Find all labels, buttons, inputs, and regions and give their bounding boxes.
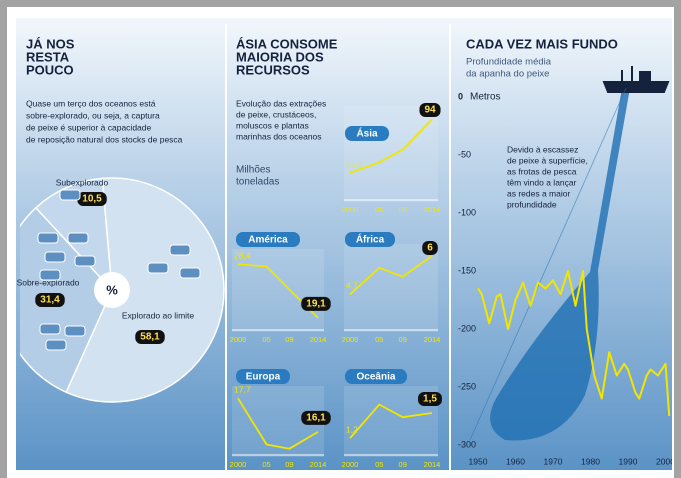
- value-label: 51,6: [346, 159, 363, 169]
- y-tick-label: 0: [458, 91, 463, 101]
- x-tick-label: 09: [285, 335, 293, 344]
- body: {"left_column":{"title":["JÁ NOS","RESTA…: [0, 0, 681, 478]
- y-tick-label: -300: [458, 439, 476, 449]
- annotation: as redes a maior: [507, 188, 570, 198]
- description: moluscos e plantas: [236, 120, 309, 130]
- x-tick-label: 2000: [230, 460, 247, 469]
- infographic: JÁ NOS RESTA POUCO Quase um terço dos oc…: [0, 0, 681, 478]
- fish-icon: [46, 340, 66, 350]
- description: marinhas dos oceanos: [236, 131, 322, 141]
- value-label: 58,1: [140, 332, 160, 343]
- fish-icon: [60, 190, 80, 200]
- x-tick-label: 1950: [469, 456, 488, 466]
- slice-label: Explorado ao limite: [122, 310, 195, 320]
- annotation: de peixe à superfície,: [507, 155, 588, 165]
- fish-icon: [40, 270, 60, 280]
- fish-icon: [40, 324, 60, 334]
- x-tick-label: 2000: [230, 335, 247, 344]
- x-tick-label: 05: [375, 335, 383, 344]
- y-tick-label: -200: [458, 323, 476, 333]
- description: de reposição natural dos stocks de pesca: [26, 134, 183, 144]
- x-tick-label: 09: [285, 460, 293, 469]
- fish-icon: [170, 245, 190, 255]
- fish-icon: [45, 252, 65, 262]
- x-tick-label: 05: [375, 205, 383, 214]
- x-tick-label: 1960: [506, 456, 525, 466]
- title: CADA VEZ MAIS FUNDO: [466, 36, 618, 51]
- fish-icon: [68, 233, 88, 243]
- x-tick-label: 05: [262, 335, 270, 344]
- subtitle: Profundidade média: [466, 57, 552, 68]
- x-tick-label: 1970: [544, 456, 563, 466]
- x-tick-label: 2000: [342, 335, 359, 344]
- fish-icon: [148, 263, 168, 273]
- x-tick-label: 2014: [310, 460, 327, 469]
- plot-bg: [344, 106, 438, 202]
- value-label: 1,2: [346, 424, 358, 434]
- description: de peixe, crustáceos,: [236, 109, 316, 119]
- slice-label: Subexplorado: [56, 177, 109, 187]
- x-tick-label: 2014: [424, 460, 441, 469]
- pie-center-label: %: [106, 282, 118, 297]
- value-label: 28,4: [234, 250, 251, 260]
- description: sobre-explorado, ou seja, a captura: [26, 110, 160, 120]
- panel-title: Ásia: [356, 127, 378, 140]
- panel-title: Europa: [246, 372, 281, 383]
- fish-icon: [75, 256, 95, 266]
- panel-title: Oceânia: [357, 372, 396, 383]
- page: Infographic html,body{margin:0;padding:0…: [0, 0, 681, 478]
- y-tick-label: -250: [458, 381, 476, 391]
- x-tick-label: 05: [375, 460, 383, 469]
- value-label: 10,5: [82, 194, 102, 205]
- y-tick-label: -150: [458, 265, 476, 275]
- fish-icon: [180, 268, 200, 278]
- x-tick-label: 1990: [619, 456, 638, 466]
- x-tick-label: 09: [399, 205, 407, 214]
- unit: toneladas: [236, 177, 279, 188]
- x-tick-label: 09: [399, 460, 407, 469]
- x-tick-label: 2014: [424, 335, 441, 344]
- value-label: 16,1: [306, 413, 326, 424]
- x-tick-label: 09: [399, 335, 407, 344]
- value-label: 31,4: [40, 295, 60, 306]
- y-axis-label: Metros: [470, 92, 501, 103]
- x-tick-label: 2000: [342, 460, 359, 469]
- title: RECURSOS: [236, 62, 310, 77]
- annotation: profundidade: [507, 199, 557, 209]
- value-label: 4,7: [346, 281, 358, 291]
- value-label: 17,7: [234, 385, 251, 395]
- annotation: Devido à escassez: [507, 144, 578, 154]
- y-tick-label: -50: [458, 149, 471, 159]
- subtitle: da apanha do peixe: [466, 69, 549, 80]
- value-label: 94: [424, 105, 436, 116]
- description: Quase um terço dos oceanos está: [26, 98, 156, 108]
- description: de peixe é superior à capacidade: [26, 122, 151, 132]
- x-tick-label: 1980: [581, 456, 600, 466]
- fish-icon: [65, 326, 85, 336]
- title: POUCO: [26, 62, 74, 77]
- annotation: as frotas de pesca: [507, 166, 577, 176]
- plot-bg: [232, 249, 324, 332]
- annotation: têm vindo a lançar: [507, 177, 577, 187]
- x-tick-label: 2000: [342, 205, 359, 214]
- description: Evolução das extrações: [236, 98, 326, 108]
- unit: Milhões: [236, 165, 270, 176]
- value-label: 19,1: [306, 299, 326, 310]
- panel-title: América: [248, 235, 288, 246]
- y-tick-label: -100: [458, 207, 476, 217]
- panel-title: África: [356, 233, 385, 246]
- x-tick-label: 2014: [424, 205, 441, 214]
- x-tick-label: 05: [262, 460, 270, 469]
- value-label: 6: [427, 243, 433, 254]
- x-tick-label: 2014: [310, 335, 327, 344]
- fish-icon: [38, 233, 58, 243]
- value-label: 1,5: [423, 394, 437, 405]
